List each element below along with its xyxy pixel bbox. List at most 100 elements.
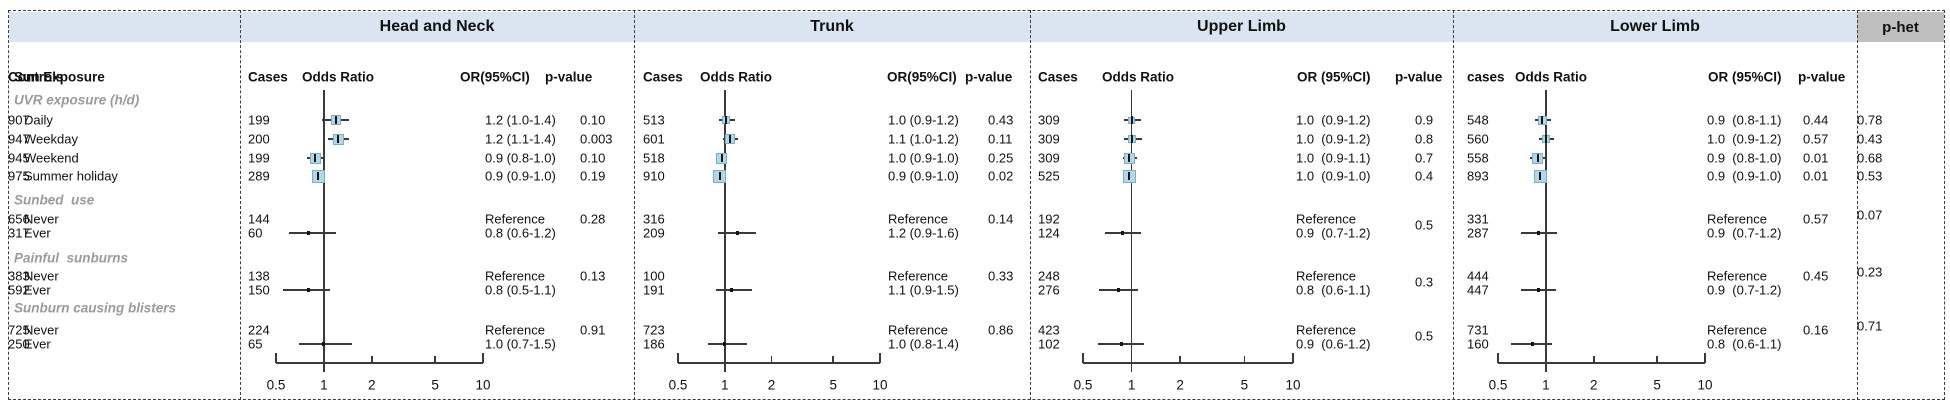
p-value-text: 0.02 [988,168,1014,184]
p-value-text: 0.11 [988,131,1013,147]
cases-value: 893 [1467,168,1489,184]
cases-value: 209 [643,225,665,241]
cases-value: 444 [1467,268,1489,284]
cases-value: 199 [248,112,270,128]
cases-value: 100 [643,268,665,284]
x-axis-tick-label: 10 [475,377,491,393]
cases-value: 558 [1467,150,1489,166]
reference-line-or-1 [323,90,325,372]
or-point-dot [1121,231,1125,235]
or-point-tick [337,135,340,143]
cases-value: 192 [1038,211,1060,227]
cases-value: 423 [1038,322,1060,338]
cases-value: 910 [643,168,665,184]
forest-panel-lower-limb: cases Odds Ratio OR (95%CI) p-value 0.5 1 2 5 10… [1453,0,1857,406]
column-header-or-ci: OR (95%CI) [1708,69,1782,85]
x-axis-tick-label: 2 [767,377,776,393]
or-ci-text: Reference [1707,211,1767,227]
column-header-p-value: p-value [965,69,1013,85]
p-het-value: 0.07 [1857,207,1883,223]
column-header-or-ci: OR (95%CI) [1297,69,1371,85]
or-ci-text: 0.9 (0.8-1.0) [1707,150,1782,166]
or-ci-text: 1.2 (1.1-1.4) [485,131,556,147]
x-axis-tick [275,353,277,363]
cases-value: 731 [1467,322,1489,338]
x-axis-tick-label: 0.5 [266,377,286,393]
or-point-tick [1128,172,1131,180]
cases-value: 513 [643,112,665,128]
or-point-dot [306,231,310,235]
cases-value: 289 [248,168,270,184]
or-point-tick [1128,154,1131,162]
forest-panel-upper-limb: Cases Odds Ratio OR (95%CI) p-value 0.5 1 2 5 10… [1030,0,1453,406]
x-axis-tick [434,356,436,363]
or-ci-text: Reference [485,268,545,284]
cases-value: 144 [248,211,270,227]
exposure-row-label: Never [24,211,59,227]
x-axis-tick-label: 5 [1240,377,1249,393]
or-point-tick [1130,135,1133,143]
x-axis-tick-label: 5 [431,377,439,393]
p-value-text: 0.91 [580,322,606,338]
or-ci-text: 1.1 (0.9-1.5) [888,282,959,298]
cases-value: 199 [248,150,270,166]
x-axis-tick [1082,353,1084,363]
p-value-text: 0.5 [1415,328,1434,344]
x-axis-tick [1243,356,1246,363]
p-het-value: 0.23 [1857,264,1883,280]
or-ci-text: Reference [1296,322,1356,338]
or-ci-text: Reference [1296,268,1356,284]
or-point-tick [314,154,317,162]
column-header-or-ci: OR(95%CI) [460,69,530,85]
panel-title-p-het: p-het [1882,18,1919,36]
or-ci-text: Reference [888,268,948,284]
p-value-text: 0.7 [1415,150,1434,166]
p-het-value: 0.78 [1857,112,1883,128]
controls-value: 592 [8,282,30,298]
x-axis-tick-label: 2 [368,377,376,393]
p-value-text: 0.57 [1803,211,1829,227]
or-ci-text: 0.9 (0.8-1.1) [1707,112,1782,128]
or-point-tick [317,172,320,180]
x-axis-tick-label: 5 [1653,377,1661,393]
ci-whisker-line [288,232,337,234]
figure-dashed-border [8,10,1945,400]
or-ci-text: 0.8 (0.6-1.1) [1707,336,1782,352]
column-header-cases: Cases [1038,69,1078,85]
column-header-cases: Cases [248,69,288,85]
exposure-row-label: Daily [24,112,53,128]
or-ci-text: 0.9 (0.7-1.2) [1296,225,1371,241]
x-axis-line [1083,362,1293,364]
cases-value: 65 [248,336,263,352]
x-axis-tick [879,353,881,363]
column-header-odds-ratio: Odds Ratio [1102,69,1175,85]
p-value-text: 0.45 [1803,268,1829,284]
or-ci-text: 0.9 (0.6-1.2) [1296,336,1371,352]
ci-whisker-line [299,343,352,345]
x-axis-tick-label: 10 [1697,377,1713,393]
column-header-odds-ratio: Odds Ratio [302,69,375,85]
x-axis-line [276,362,483,364]
exposure-row-label: Weekday [24,131,78,147]
panel-separator [1453,10,1454,400]
cases-value: 518 [643,150,665,166]
controls-value: 317 [8,225,30,241]
cases-value: 138 [248,268,270,284]
x-axis-tick-label: 2 [1590,377,1598,393]
or-point-tick [334,116,337,124]
or-ci-text: Reference [888,322,948,338]
exposure-group-label: Sunburn causing blisters [14,300,177,316]
or-ci-text: Reference [1707,322,1767,338]
column-header-p-value: p-value [1798,69,1846,85]
x-axis-tick [1656,356,1658,363]
p-value-text: 0.44 [1803,112,1829,128]
or-point-dot [1119,342,1123,346]
controls-value: 656 [8,211,30,227]
or-point-dot [1530,342,1534,346]
or-ci-text: 0.8 (0.5-1.1) [485,282,556,298]
x-axis-tick [370,356,373,363]
cases-value: 287 [1467,225,1489,241]
or-point-tick [1536,154,1539,162]
cases-value: 60 [248,225,263,241]
